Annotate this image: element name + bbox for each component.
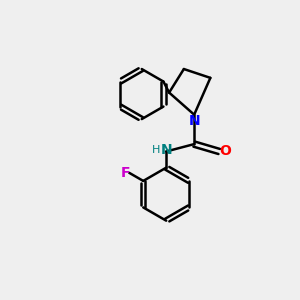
Text: N: N <box>161 143 172 157</box>
Text: H: H <box>152 145 160 155</box>
Text: F: F <box>121 166 130 180</box>
Text: N: N <box>188 114 200 128</box>
Text: O: O <box>220 145 232 158</box>
